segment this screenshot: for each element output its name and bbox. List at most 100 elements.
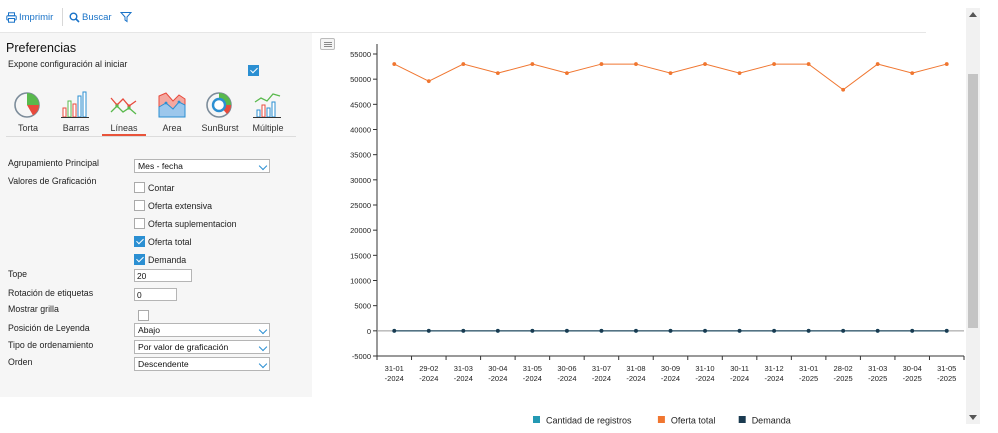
x-tick-label: -2025 — [868, 374, 887, 383]
data-point — [944, 328, 949, 333]
active-tab-indicator — [102, 134, 146, 136]
legend-label: Cantidad de registros — [546, 416, 632, 426]
filter-icon — [120, 12, 132, 23]
data-point — [944, 62, 949, 66]
data-point — [461, 328, 466, 333]
option-oferta-total-label: Oferta total — [148, 237, 192, 247]
data-point — [910, 328, 915, 333]
chevron-down-icon — [258, 342, 268, 352]
print-button[interactable]: Imprimir — [6, 10, 53, 24]
grouping-select[interactable]: Mes - fecha — [134, 159, 270, 173]
x-tick-label: 31-12 — [764, 364, 783, 373]
tab-multiple-chart[interactable]: Múltiple — [245, 90, 291, 136]
data-point — [530, 328, 535, 333]
data-point — [461, 328, 466, 333]
legend-swatch — [533, 416, 540, 423]
data-point — [668, 71, 673, 76]
vertical-scrollbar[interactable] — [966, 8, 980, 424]
data-point — [703, 62, 707, 66]
x-tick-label: 31-05 — [523, 364, 542, 373]
data-point — [806, 328, 811, 333]
data-point — [530, 62, 535, 66]
y-tick-label: 25000 — [350, 201, 371, 210]
x-tick-label: -2024 — [626, 374, 645, 383]
values-label: Valores de Graficación — [8, 176, 97, 186]
checkbox-demanda[interactable] — [134, 254, 145, 265]
data-point — [806, 328, 811, 333]
data-point — [668, 328, 673, 333]
tab-pie-chart[interactable]: Torta — [5, 90, 51, 136]
tope-input[interactable]: 20 — [134, 269, 192, 282]
checkbox-oferta-suplementacion[interactable] — [134, 218, 145, 229]
data-point — [565, 328, 569, 333]
grid-checkbox[interactable] — [138, 310, 149, 321]
x-tick-label: 31-10 — [695, 364, 714, 373]
checkbox-oferta-total[interactable] — [134, 236, 145, 247]
tab-bar-chart[interactable]: Barras — [53, 90, 99, 136]
data-point — [841, 328, 846, 333]
data-point — [703, 328, 707, 333]
search-label: Buscar — [82, 11, 112, 23]
sort-type-value: Por valor de graficación — [138, 342, 229, 352]
scrollbar-thumb[interactable] — [968, 74, 978, 328]
x-tick-label: 30-04 — [903, 364, 922, 373]
rotation-label: Rotación de etiquetas — [8, 288, 94, 298]
x-tick-label: 30-11 — [730, 364, 749, 373]
x-tick-label: -2025 — [903, 374, 922, 383]
order-label: Orden — [8, 357, 33, 367]
data-point — [875, 62, 880, 66]
checkbox-contar[interactable] — [134, 182, 145, 193]
y-tick-label: 5000 — [354, 302, 371, 311]
legend-position-select[interactable]: Abajo — [134, 323, 270, 337]
legend-label: Oferta total — [671, 416, 716, 426]
x-tick-label: 30-04 — [488, 364, 507, 373]
x-tick-label: -2024 — [557, 374, 576, 383]
search-button[interactable]: Buscar — [69, 10, 112, 24]
legend-position-label: Posición de Leyenda — [8, 323, 90, 333]
data-point — [703, 328, 707, 333]
tab-area-chart[interactable]: Area — [149, 90, 195, 136]
option-oferta-extensiva-label: Oferta extensiva — [148, 201, 213, 211]
scroll-down-icon[interactable] — [969, 415, 977, 420]
tab-sunburst-label: SunBurst — [201, 123, 239, 133]
x-tick-label: -2024 — [419, 374, 438, 383]
sort-type-select[interactable]: Por valor de graficación — [134, 340, 270, 354]
data-point — [495, 71, 500, 76]
x-tick-label: 31-08 — [626, 364, 645, 373]
tab-sunburst-chart[interactable]: SunBurst — [197, 90, 243, 136]
x-tick-label: -2025 — [834, 374, 853, 383]
y-tick-label: 50000 — [350, 75, 371, 84]
data-point — [841, 87, 846, 92]
scroll-up-icon[interactable] — [969, 12, 977, 17]
bar-chart-icon — [61, 91, 89, 118]
y-tick-label: 15000 — [350, 251, 371, 260]
x-tick-label: -2024 — [730, 374, 749, 383]
grid-label: Mostrar grilla — [8, 304, 59, 314]
data-point — [737, 328, 742, 333]
chart-menu-button[interactable] — [320, 38, 335, 50]
y-tick-label: 35000 — [350, 151, 371, 160]
x-tick-label: 31-07 — [592, 364, 611, 373]
rotation-input[interactable]: 0 — [134, 288, 177, 301]
data-point — [392, 328, 397, 333]
x-tick-label: 31-03 — [868, 364, 887, 373]
data-point — [634, 328, 638, 333]
x-tick-label: 29-02 — [419, 364, 438, 373]
y-tick-label: 20000 — [350, 226, 371, 235]
data-point — [599, 328, 604, 333]
grouping-label: Agrupamiento Principal — [8, 158, 99, 168]
checkbox-oferta-extensiva[interactable] — [134, 200, 145, 211]
tab-line-chart[interactable]: Líneas — [101, 90, 147, 136]
expose-config-checkbox[interactable] — [248, 65, 259, 76]
filter-button[interactable] — [120, 10, 132, 24]
legend-swatch — [657, 416, 665, 423]
toolbar: Imprimir Buscar — [0, 0, 926, 33]
data-point — [772, 328, 776, 333]
x-tick-label: -2024 — [764, 374, 783, 383]
order-select[interactable]: Descendente — [134, 357, 270, 371]
data-point — [461, 62, 466, 66]
data-point — [495, 328, 500, 333]
x-tick-label: 31-01 — [385, 364, 404, 373]
tab-multiple-label: Múltiple — [252, 123, 284, 133]
chevron-down-icon — [258, 161, 268, 171]
